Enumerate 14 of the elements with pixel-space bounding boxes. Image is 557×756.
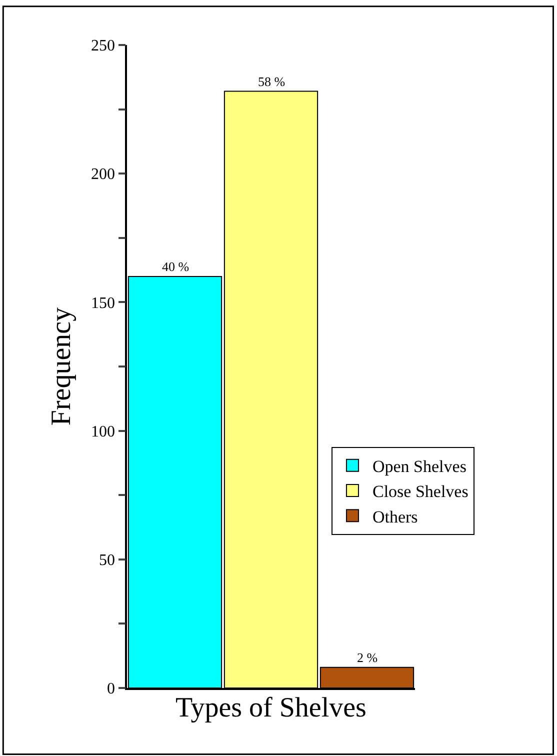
legend-label: Close Shelves [372,482,468,502]
y-tick-label: 0 [107,680,116,698]
annotation: 2 % [357,650,378,665]
y-tick-label: 150 [91,294,116,312]
y-tick-label: 200 [91,166,116,184]
annotation: 40 % [162,259,190,274]
y-tick-label: 100 [91,423,116,440]
y-tick-label: 250 [91,38,116,55]
legend-label: Others [372,507,418,526]
legend-label: Open Shelves [372,457,466,476]
x-axis-title: Types of Shelves [176,692,366,724]
y-axis-title: Frequency [46,307,78,426]
annotation: 58 % [258,74,286,89]
y-tick-label: 50 [99,552,116,569]
